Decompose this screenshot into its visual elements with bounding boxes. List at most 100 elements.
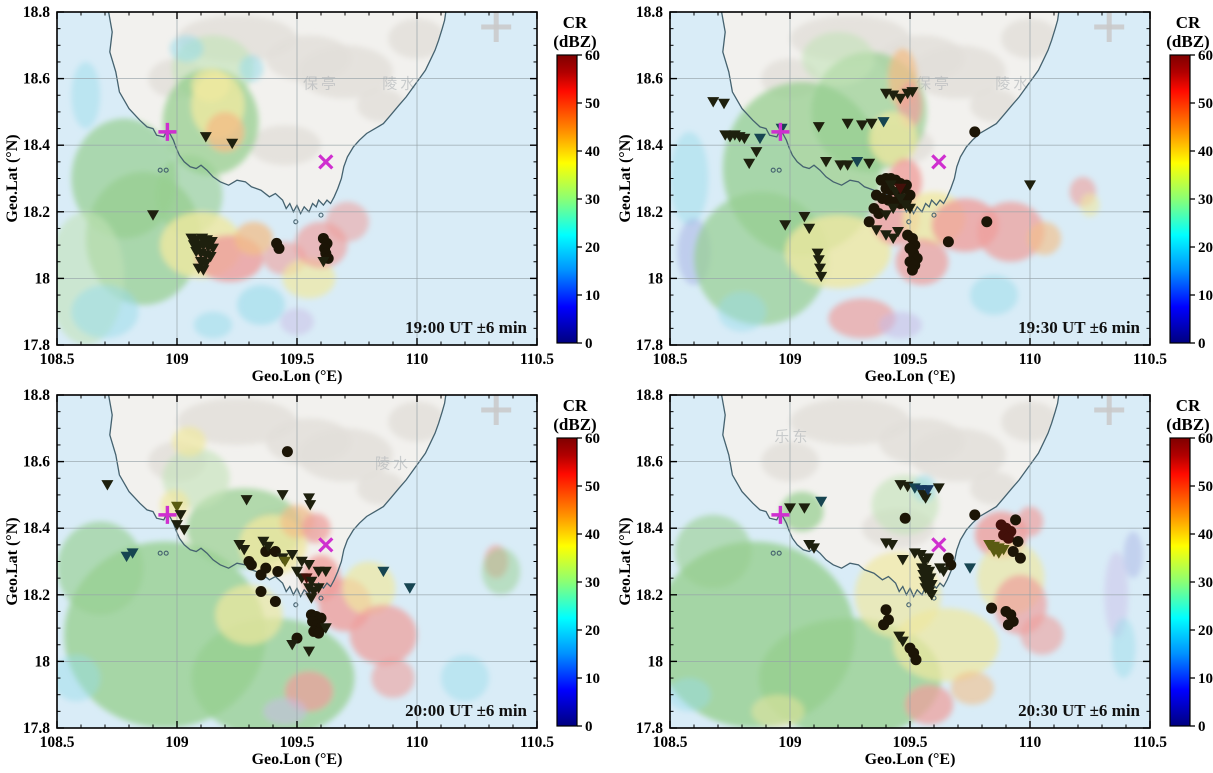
islet <box>776 550 782 556</box>
echo-blob <box>977 201 1045 262</box>
echo-blob <box>371 658 415 699</box>
radar-echo-layer <box>57 35 369 345</box>
islet <box>931 212 937 218</box>
echo-blob <box>71 285 139 339</box>
echo-blob <box>802 31 874 86</box>
lightning-triangle-marker <box>754 133 766 145</box>
y-tick-label: 17.8 <box>23 337 50 354</box>
lightning-triangle-marker <box>226 138 239 150</box>
lightning-triangle-marker <box>707 97 720 108</box>
lightning-triangle-marker <box>880 230 892 241</box>
lightning-triangle-marker <box>887 233 900 244</box>
timestamp-label: 20:30 UT ±6 min <box>1018 701 1140 720</box>
lightning-triangle-marker <box>279 556 291 568</box>
y-tick-label: 18.8 <box>23 387 50 404</box>
map-area: 乐东 <box>670 395 1150 728</box>
site-cross-marker <box>931 537 947 553</box>
echo-blob <box>670 131 709 226</box>
echo-blob <box>172 426 206 457</box>
lightning-triangle-marker <box>276 490 289 501</box>
x-tick-label: 108.5 <box>653 734 688 751</box>
map-place-label: 保亭 <box>916 75 952 93</box>
echo-blob <box>1080 193 1100 217</box>
colorbar-title: CR <box>1176 13 1201 32</box>
colorbar-title: CR <box>563 13 588 32</box>
y-tick-label: 18.8 <box>636 387 663 404</box>
lightning-triangle-marker <box>303 493 315 504</box>
echo-blob <box>57 654 101 702</box>
y-tick-label: 18.6 <box>636 454 663 471</box>
timestamp-label: 19:30 UT ±6 min <box>1018 318 1140 337</box>
y-axis-title: Geo.Lat (°N) <box>4 517 21 605</box>
lightning-triangle-marker <box>1024 180 1036 191</box>
y-tick-label: 17.8 <box>23 720 50 737</box>
colorbar-units: (dBZ) <box>1166 415 1209 434</box>
lightning-triangle-marker <box>798 503 811 514</box>
y-tick-label: 18.6 <box>636 71 663 88</box>
map-watermark-plus <box>1106 395 1112 425</box>
lightning-circle-marker <box>1014 552 1026 564</box>
echo-blob <box>441 654 489 702</box>
lightning-triangle-marker <box>922 485 934 496</box>
lightning-circle-marker <box>942 236 954 248</box>
y-tick-label: 18 <box>35 653 51 670</box>
lightning-triangle-marker <box>922 553 934 564</box>
islet <box>906 602 912 608</box>
echo-blob <box>325 201 369 242</box>
echo-blob <box>828 298 896 339</box>
lightning-circle-marker <box>863 216 875 228</box>
y-tick-label: 18.2 <box>23 204 50 221</box>
colorbar-tick-label: 40 <box>1198 144 1213 160</box>
lightning-circle-marker <box>878 619 890 631</box>
lightning-triangle-marker <box>305 576 318 588</box>
colorbar-tick-label: 30 <box>585 192 600 208</box>
lightning-triangle-marker <box>904 203 916 215</box>
lightning-triangle-marker <box>207 243 219 254</box>
panel-1900-ut: 保亭 陵水 19:00 UT ±6 min 108.5 109 109.5 110 110.5… <box>4 4 600 385</box>
islet <box>163 550 169 556</box>
lightning-circle-marker <box>910 654 922 666</box>
marker-layer <box>707 87 1036 283</box>
x-tick-label: 109 <box>165 351 189 368</box>
hillshade-blob <box>265 35 353 82</box>
lightning-triangle-marker <box>295 556 308 568</box>
colorbar-tick-label: 30 <box>1198 575 1213 591</box>
lightning-triangle-marker <box>851 157 864 168</box>
lightning-circle-marker <box>269 595 281 607</box>
map-place-label: 乐东 <box>774 429 810 446</box>
islet <box>163 167 169 173</box>
timestamp-label: 19:00 UT ±6 min <box>405 318 527 337</box>
colorbar-tick-label: 50 <box>585 479 600 495</box>
map-watermark-plus <box>1106 12 1112 42</box>
hillshade-blob <box>790 398 910 445</box>
lightning-triangle-marker <box>204 251 217 263</box>
lightning-triangle-marker <box>808 543 820 554</box>
colorbar-tick-label: 60 <box>1198 48 1213 64</box>
x-tick-label: 109 <box>778 351 802 368</box>
colorbar-tick-label: 50 <box>1198 479 1213 495</box>
islet <box>776 167 782 173</box>
lightning-circle-marker <box>1007 546 1019 558</box>
lightning-triangle-marker <box>784 503 796 514</box>
lightning-triangle-marker <box>856 120 868 131</box>
echo-blob <box>970 275 1018 316</box>
y-tick-label: 18 <box>648 653 664 670</box>
y-tick-label: 18.6 <box>23 71 50 88</box>
hillshade-blob <box>177 398 297 445</box>
echo-blob <box>349 604 417 665</box>
colorbar: 0 10 20 30 40 50 60 CR(dBZ) <box>1166 13 1213 352</box>
lightning-triangle-marker <box>171 520 183 531</box>
panel-2030-ut: 乐东 20:30 UT ±6 min 108.5 109 109.5 110 110.5 17… <box>617 387 1213 768</box>
echo-blob <box>239 55 264 82</box>
x-axis-title: Geo.Lon (°E) <box>865 751 956 768</box>
colorbar: 0 10 20 30 40 50 60 CR(dBZ) <box>553 13 600 352</box>
echo-blob <box>878 311 923 339</box>
lightning-triangle-marker <box>896 636 909 647</box>
lightning-triangle-marker <box>377 566 390 578</box>
echo-blob <box>950 671 995 705</box>
islet <box>318 212 324 218</box>
y-tick-label: 17.8 <box>636 337 663 354</box>
site-cross-marker <box>318 154 334 170</box>
